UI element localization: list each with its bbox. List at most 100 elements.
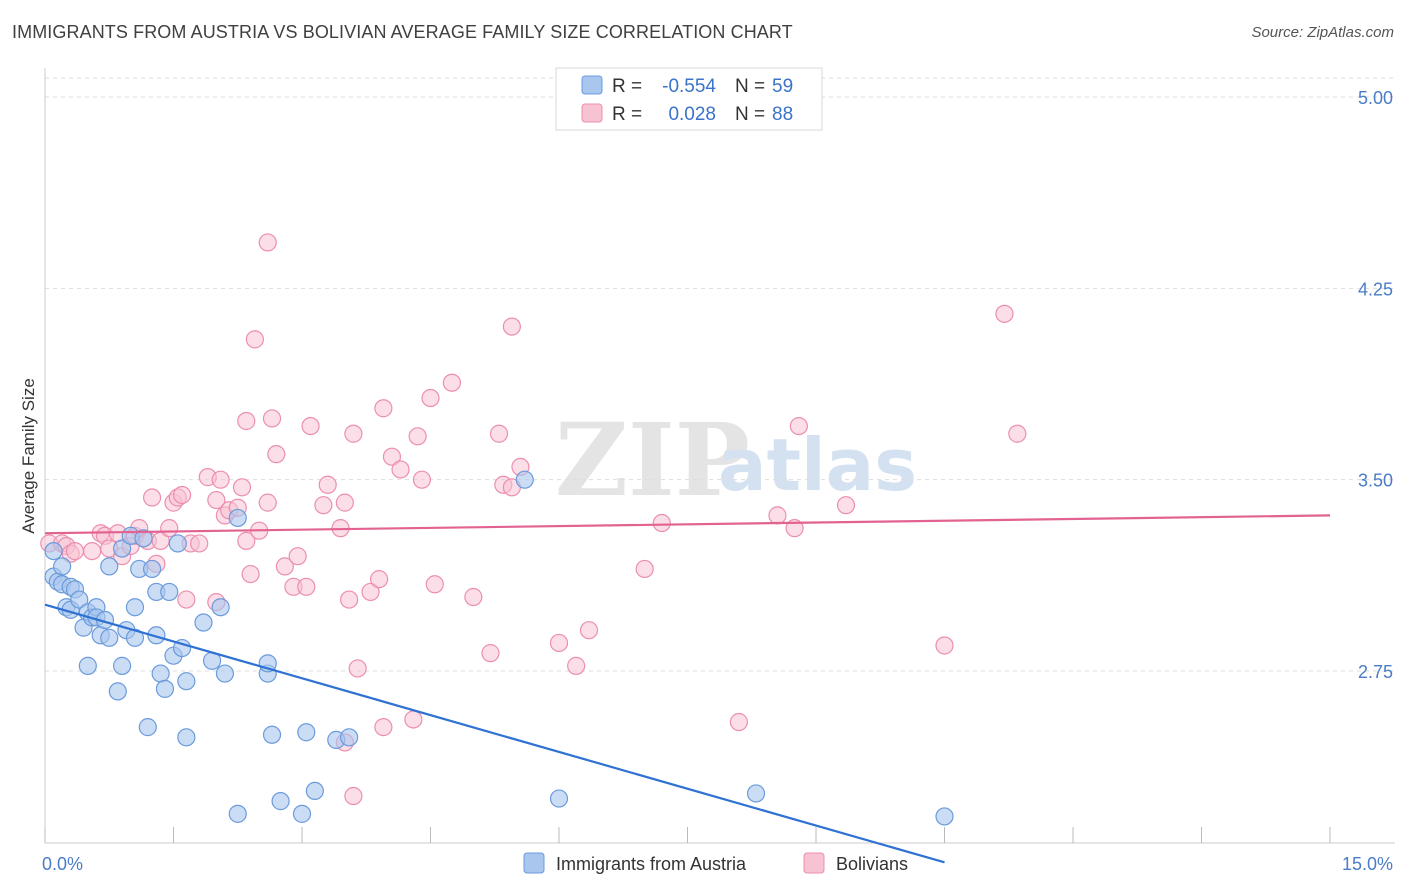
data-point-bolivians <box>635 559 654 579</box>
watermark-atlas: atlas <box>718 423 917 507</box>
data-point-austria <box>297 723 316 742</box>
data-point-austria <box>340 728 359 747</box>
data-point-bolivians <box>421 388 440 408</box>
data-point-bolivians <box>207 490 226 510</box>
data-point-bolivians <box>262 409 282 428</box>
data-point-bolivians <box>489 424 509 443</box>
bottom-legend: Immigrants from Austria Bolivians <box>523 852 908 874</box>
data-point-austria <box>44 541 63 561</box>
data-point-bolivians <box>348 659 367 678</box>
legend-r-label-bolivians: R = <box>612 104 642 125</box>
data-point-bolivians <box>935 636 954 655</box>
data-point-austria <box>292 804 312 823</box>
data-point-bolivians <box>237 531 256 550</box>
data-point-austria <box>228 804 247 823</box>
data-point-bolivians <box>245 330 264 349</box>
bottom-legend-label-austria: Immigrants from Austria <box>556 854 747 874</box>
data-point-bolivians <box>314 496 333 515</box>
data-point-bolivians <box>318 475 337 494</box>
data-point-bolivians <box>267 445 286 464</box>
data-point-bolivians <box>340 590 359 609</box>
data-point-bolivians <box>83 541 102 561</box>
data-point-austria <box>78 656 97 675</box>
data-point-austria <box>935 807 954 826</box>
bottom-legend-label-bolivians: Bolivians <box>836 854 908 874</box>
data-point-bolivians <box>729 712 749 732</box>
data-point-austria <box>142 559 162 579</box>
data-point-austria <box>147 626 166 645</box>
legend-swatch-bolivians <box>581 103 603 123</box>
data-point-austria <box>138 718 157 737</box>
data-point-bolivians <box>502 317 521 336</box>
axes <box>44 68 1395 844</box>
data-point-bolivians <box>768 506 787 525</box>
data-point-bolivians <box>404 710 423 729</box>
data-point-austria <box>305 781 324 801</box>
legend-n-label-bolivians: N = <box>735 104 765 125</box>
legend-n-label-austria: N = <box>735 76 765 97</box>
data-point-bolivians <box>1008 424 1027 443</box>
data-point-austria <box>262 725 282 744</box>
data-point-bolivians <box>160 519 179 538</box>
data-point-austria <box>168 534 187 553</box>
chart-title: IMMIGRANTS FROM AUSTRIA VS BOLIVIAN AVER… <box>12 22 793 42</box>
data-point-austria <box>70 590 89 609</box>
data-point-austria <box>134 529 153 548</box>
data-point-austria <box>515 470 534 489</box>
data-point-bolivians <box>237 411 256 431</box>
data-point-austria <box>211 598 230 617</box>
data-point-bolivians <box>301 416 320 436</box>
data-point-bolivians <box>425 575 444 594</box>
data-point-bolivians <box>579 621 599 640</box>
data-point-austria <box>112 656 132 675</box>
data-point-bolivians <box>374 718 393 737</box>
data-point-bolivians <box>652 513 671 533</box>
data-point-austria <box>151 664 170 683</box>
data-point-bolivians <box>836 496 856 515</box>
data-point-bolivians <box>65 541 85 561</box>
data-point-bolivians <box>275 557 294 576</box>
data-point-bolivians <box>241 564 260 584</box>
data-point-bolivians <box>549 633 569 653</box>
watermark-zip: ZIP <box>555 401 750 519</box>
bottom-legend-swatch-austria <box>523 852 545 874</box>
y-axis-title: Average Family Size <box>19 378 38 534</box>
legend-n-value-austria: 59 <box>772 76 793 97</box>
data-point-bolivians <box>344 786 363 806</box>
data-point-bolivians <box>232 478 252 497</box>
data-point-austria <box>177 728 196 747</box>
data-point-bolivians <box>789 416 808 436</box>
trendline-austria <box>44 603 945 864</box>
data-point-austria <box>53 557 72 576</box>
data-point-austria <box>746 784 766 803</box>
data-point-bolivians <box>211 470 230 489</box>
data-point-bolivians <box>335 493 354 512</box>
data-point-bolivians <box>412 470 432 489</box>
bottom-legend-swatch-bolivians <box>803 852 825 874</box>
data-point-bolivians <box>481 644 500 663</box>
y-tick-label: 5.00 <box>1358 88 1393 108</box>
trendlines <box>44 514 1331 864</box>
data-point-austria <box>194 613 213 632</box>
data-point-bolivians <box>464 587 483 607</box>
data-point-bolivians <box>258 233 277 252</box>
data-point-bolivians <box>361 582 380 602</box>
data-point-bolivians <box>177 590 196 609</box>
data-point-bolivians <box>172 485 192 505</box>
data-point-bolivians <box>190 534 209 553</box>
data-point-bolivians <box>995 304 1014 323</box>
data-point-bolivians <box>391 460 410 479</box>
data-point-bolivians <box>344 424 363 443</box>
x-tick-label-min: 0.0% <box>42 854 83 874</box>
data-point-austria <box>155 679 175 698</box>
data-point-austria <box>549 789 569 808</box>
source-label: Source: ZipAtlas.com <box>1251 24 1394 41</box>
data-point-austria <box>125 598 145 617</box>
watermark: ZIP atlas <box>555 401 917 519</box>
data-point-austria <box>228 508 247 528</box>
x-tick-label-max: 15.0% <box>1342 854 1393 874</box>
data-point-austria <box>100 557 119 576</box>
data-point-austria <box>271 792 290 811</box>
trendline-bolivians <box>44 514 1331 535</box>
data-point-bolivians <box>442 373 462 392</box>
